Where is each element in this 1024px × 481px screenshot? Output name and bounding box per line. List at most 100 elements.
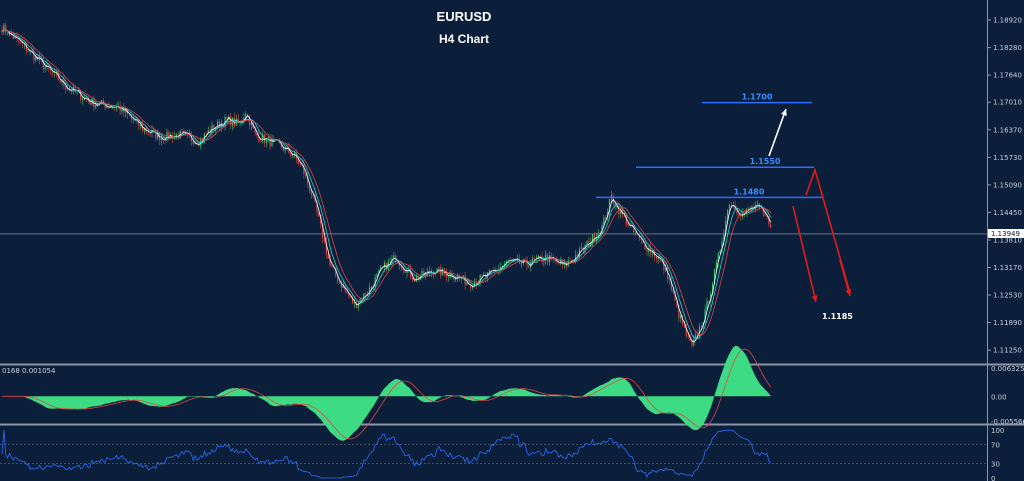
candle-body (640, 238, 642, 240)
candle-body (768, 215, 770, 225)
candle-body (100, 100, 102, 103)
candle-body (563, 262, 566, 265)
candle-body (723, 234, 725, 242)
rsi-line (1, 429, 772, 479)
candle-body (318, 212, 320, 218)
candle-body (412, 277, 414, 281)
price-tick-label: 1.18920 (993, 17, 1022, 25)
candle-body (588, 241, 590, 247)
candle-body (155, 130, 157, 139)
candle-body (472, 287, 474, 289)
candle-body (745, 209, 747, 214)
candle-body (635, 231, 637, 235)
candle-body (82, 99, 84, 100)
candle-body (149, 132, 151, 134)
candle-body (256, 132, 258, 136)
candle-body (708, 301, 710, 303)
candle-body (592, 234, 594, 243)
candle-body (419, 276, 421, 280)
arrow-shaft (792, 205, 817, 303)
candle-body (500, 267, 502, 270)
candle-body (700, 326, 702, 327)
macd-histogram (2, 346, 771, 441)
candle-body (646, 249, 648, 252)
candle-body (727, 210, 729, 221)
candle-body (76, 91, 78, 93)
candle-body (623, 214, 626, 217)
candle-body (38, 57, 41, 60)
price-tick-label: 1.17010 (993, 99, 1022, 107)
projection-arrows (768, 108, 852, 303)
candle-body (533, 258, 536, 260)
candle-body (719, 250, 721, 254)
candle-body (57, 73, 59, 81)
chart-subtitle: H4 Chart (439, 32, 489, 46)
candle-body (575, 255, 577, 261)
level-label: 1.1480 (734, 187, 765, 196)
candle-body (190, 135, 192, 141)
candle-body (475, 282, 477, 285)
candle-body (138, 119, 140, 127)
candle-body (625, 216, 627, 226)
candle-body (526, 259, 528, 266)
candle-body (202, 138, 204, 141)
candle-body (80, 90, 82, 100)
price-tick-label: 1.15730 (993, 154, 1022, 162)
candle-body (421, 270, 423, 277)
candle-body (678, 306, 680, 319)
candle-body (12, 35, 14, 39)
candle-body (288, 147, 290, 153)
moving-average-line (1, 27, 772, 336)
candle-body (644, 242, 646, 250)
candle-body (740, 215, 742, 217)
candle-body (245, 114, 247, 119)
candle-body (638, 235, 641, 239)
candle-body (766, 215, 768, 217)
candle-body (734, 205, 736, 210)
candle-body (290, 152, 292, 156)
candle-body (627, 225, 629, 226)
candle-body (380, 266, 382, 270)
candle-body (254, 128, 256, 133)
candle-body (320, 217, 322, 224)
candle-body (153, 130, 155, 131)
moving-average-line (1, 27, 772, 343)
candle-body (359, 298, 361, 304)
candle-body (68, 89, 71, 91)
candle-body (331, 265, 333, 267)
candle-body (363, 293, 365, 301)
candle-body (479, 275, 481, 283)
candle-body (736, 209, 738, 214)
candle-body (770, 224, 772, 228)
candle-body (532, 258, 534, 265)
candle-body (383, 262, 386, 268)
candle-body (590, 242, 592, 247)
candle-body (655, 256, 657, 259)
candle-body (192, 140, 194, 145)
candle-body (449, 273, 451, 277)
candle-body (218, 121, 221, 128)
candle-body (299, 163, 301, 165)
candle-body (337, 275, 339, 282)
candle-body (308, 183, 311, 191)
candle-body (704, 309, 706, 322)
candle-body (97, 104, 99, 106)
candle-body (175, 134, 177, 136)
candle-body (130, 115, 132, 119)
candle-body (106, 106, 108, 108)
candle-body (226, 117, 228, 119)
candle-body (262, 134, 264, 142)
moving-average-lines (1, 27, 772, 343)
candle-body (27, 50, 29, 52)
candle-body (132, 118, 134, 121)
candle-body (217, 121, 219, 128)
candle-body (327, 254, 329, 259)
candle-body (340, 282, 342, 288)
candle-body (558, 262, 560, 265)
candle-body (59, 80, 61, 83)
macd-panel: 0.006325 0.00 -0.005566 (2, 346, 1024, 441)
candle-body (676, 300, 678, 307)
candle-body (260, 141, 262, 142)
rsi-tick-label: 0 (991, 475, 995, 481)
candle-body (757, 203, 759, 205)
